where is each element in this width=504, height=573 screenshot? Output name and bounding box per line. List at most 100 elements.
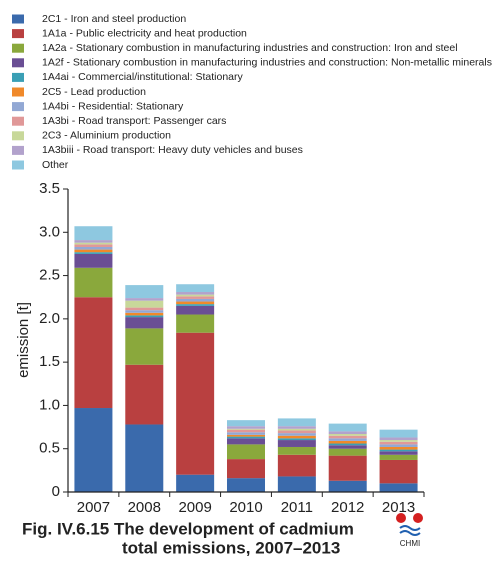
bar-segment	[379, 454, 418, 460]
logo-text: CHMI	[400, 539, 420, 548]
legend-label: 2C5 - Lead production	[42, 86, 146, 98]
bar-segment	[277, 435, 316, 439]
legend-swatch	[12, 116, 24, 126]
bar-segment	[74, 252, 113, 254]
y-tick-label: 3.0	[39, 223, 60, 240]
bar-segment	[74, 247, 113, 250]
legend-label: 1A3bi - Road transport: Passenger cars	[42, 115, 226, 127]
bar-segment	[328, 440, 367, 444]
bar-segment	[227, 420, 265, 427]
y-tick-label: 2.0	[39, 310, 60, 327]
legend-swatch	[12, 87, 24, 97]
legend-label: 2C1 - Iron and steel production	[42, 13, 186, 25]
bar-segment	[125, 364, 164, 425]
x-tick-label: 2012	[331, 499, 364, 516]
bar-segment	[125, 300, 164, 308]
bar-segment	[125, 317, 164, 329]
bar-segment	[227, 478, 265, 492]
bar-segment	[277, 476, 316, 492]
legend-label: 1A4ai - Commercial/institutional: Statio…	[42, 71, 244, 83]
bar-segment	[277, 454, 316, 477]
bar-segment	[176, 474, 215, 492]
bar-segment	[125, 312, 164, 316]
x-tick-label: 2007	[77, 499, 110, 516]
bar-segment	[227, 459, 265, 479]
y-tick-label: 3.5	[39, 180, 60, 197]
bar-segment	[176, 305, 215, 315]
bar-segment	[74, 408, 113, 492]
bar-segment	[277, 418, 316, 427]
legend-label: 1A2a - Stationary combustion in manufact…	[42, 42, 458, 54]
bar-segment	[227, 432, 265, 435]
legend-swatch	[12, 102, 24, 112]
legend-swatch	[12, 145, 24, 155]
caption-line: total emissions, 2007–2013	[122, 538, 340, 557]
bar-segment	[125, 310, 164, 313]
bar-segment	[176, 296, 215, 299]
legend-swatch	[12, 72, 24, 82]
bar-segment	[227, 444, 265, 460]
bar-segment	[277, 428, 316, 431]
bar-segment	[328, 433, 367, 436]
bar-segment	[277, 433, 316, 436]
bar-segment	[125, 328, 164, 365]
bar-segment	[379, 459, 418, 484]
y-tick-label: 1.0	[39, 396, 60, 413]
bar-segment	[176, 298, 215, 302]
y-tick-label: 1.5	[39, 353, 60, 370]
bar-segment	[379, 441, 418, 445]
bar-segment	[379, 440, 418, 442]
caption-line: Fig. IV.6.15 The development of cadmium	[22, 519, 354, 538]
bar-segment	[74, 226, 113, 241]
bar-segment	[328, 480, 367, 492]
bar-segment	[328, 423, 367, 432]
bar-segment	[74, 249, 113, 253]
legend-label: Other	[42, 159, 69, 171]
legend-swatch	[12, 160, 24, 170]
bar-segment	[74, 242, 113, 245]
bar-segment	[379, 483, 418, 492]
bar-segment	[176, 284, 215, 293]
bar-segment	[125, 285, 164, 299]
bar-segment	[277, 440, 316, 447]
bar-segment	[74, 267, 113, 298]
bar-segment	[176, 301, 215, 305]
legend-label: 2C3 - Aluminium production	[42, 130, 171, 142]
logo-dot	[413, 513, 423, 523]
bar-segment	[328, 448, 367, 456]
bar-segment	[379, 444, 418, 447]
x-tick-label: 2008	[128, 499, 161, 516]
legend-swatch	[12, 14, 24, 24]
y-tick-label: 0	[52, 483, 60, 500]
bar-segment	[227, 436, 265, 439]
bar-segment	[176, 314, 215, 333]
legend-swatch	[12, 43, 24, 53]
bar-segment	[74, 244, 113, 248]
bar-segment	[379, 437, 418, 441]
bar-segment	[74, 297, 113, 409]
legend-label: 1A1a - Public electricity and heat produ…	[42, 27, 247, 39]
logo-wave	[399, 525, 421, 536]
bar-segment	[277, 430, 316, 434]
bar-segment	[125, 298, 164, 301]
bar-segment	[176, 332, 215, 475]
legend-label: 1A4bi - Residential: Stationary	[42, 100, 184, 112]
bar-segment	[277, 446, 316, 455]
bar-segment	[125, 424, 164, 492]
bar-segment	[227, 438, 265, 445]
logo: CHMI	[396, 513, 423, 548]
bar-segment	[125, 307, 164, 311]
x-tick-label: 2010	[229, 499, 262, 516]
bar-segment	[328, 443, 367, 446]
logo-dot	[396, 513, 406, 523]
x-tick-label: 2013	[382, 499, 415, 516]
bar-segment	[328, 438, 367, 441]
bar-segment	[277, 438, 316, 441]
legend-label: 1A2f - Stationary combustion in manufact…	[42, 57, 492, 69]
bar-segment	[227, 434, 265, 437]
y-axis-title: emission [t]	[15, 302, 32, 378]
bar-segment	[227, 426, 265, 429]
bar-segment	[277, 426, 316, 429]
legend-swatch	[12, 58, 24, 68]
